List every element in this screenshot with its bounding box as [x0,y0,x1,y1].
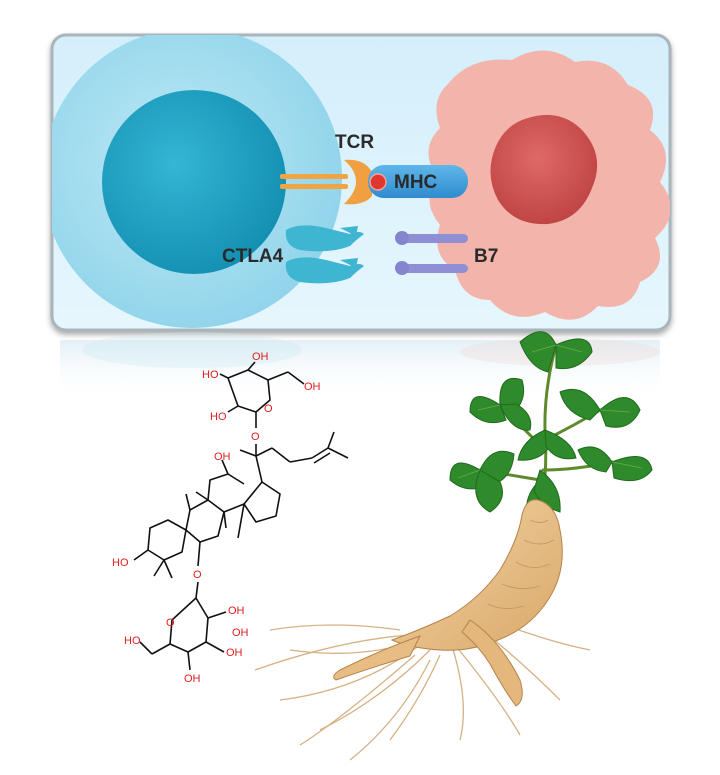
mhc-label: MHC [394,172,438,193]
immune-synapse-panel: TCR MHC CTLA4 B7 [50,33,672,332]
chem-label: O [251,431,260,443]
mhc-molecule [368,165,468,198]
chem-label: O [264,403,273,415]
tcr-receptor [280,159,372,205]
chem-label: OH [232,627,249,639]
ctla4-receptor [285,225,364,284]
chem-label: OH [184,673,201,685]
molecule-labels: OH HO OH HO O O OH HO O O OH OH HO OH OH [112,351,321,685]
chem-label: OH [304,381,321,393]
ginseng-plant [254,331,653,761]
chem-label: O [166,617,175,629]
b7-label: B7 [474,246,498,267]
apc-nucleus [490,114,598,225]
ginseng-root [390,499,563,651]
chem-label: HO [202,369,219,381]
chem-label: O [193,569,202,581]
antigen-peptide [369,173,387,191]
t-cell-nucleus [102,90,286,274]
chem-label: OH [252,351,269,363]
chem-label: OH [226,647,243,659]
ctla4-label: CTLA4 [222,246,284,267]
chem-label: HO [124,635,141,647]
ginsenoside-structure [133,361,349,671]
chem-label: OH [228,605,245,617]
chem-label: HO [112,557,129,569]
chem-label: HO [210,411,227,423]
tcr-label: TCR [335,132,374,153]
chem-label: OH [214,451,231,463]
b7-ligand [395,231,468,275]
